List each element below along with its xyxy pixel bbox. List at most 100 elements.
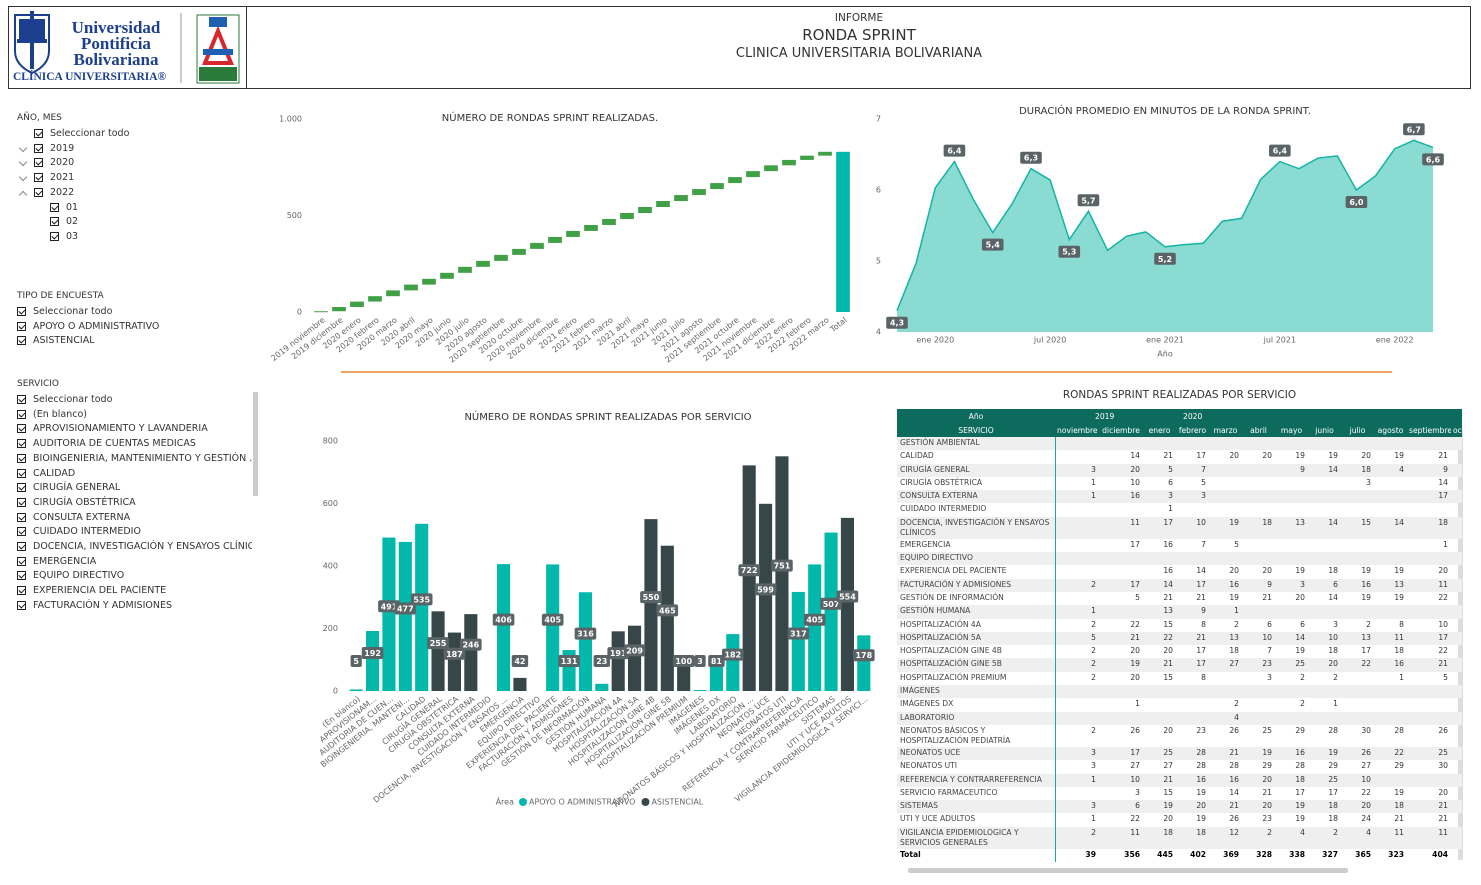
expander[interactable] bbox=[18, 143, 28, 152]
expander[interactable] bbox=[18, 190, 28, 200]
slicer-item[interactable]: ASISTENCIAL bbox=[0, 334, 252, 348]
expander[interactable] bbox=[18, 158, 28, 167]
checkbox[interactable] bbox=[17, 409, 26, 419]
slicer-item-label: CALIDAD bbox=[33, 467, 76, 479]
cell bbox=[1055, 685, 1099, 699]
cell: 26 bbox=[1130, 725, 1141, 735]
slicer-item[interactable]: 01 bbox=[0, 201, 252, 215]
slicer-item[interactable]: EQUIPO DIRECTIVO bbox=[0, 569, 252, 583]
slicer-item[interactable]: 2022 bbox=[0, 186, 252, 200]
month[interactable]: julio bbox=[1341, 423, 1375, 437]
checkbox[interactable] bbox=[17, 497, 26, 507]
checkbox[interactable] bbox=[34, 187, 43, 197]
slicer-item[interactable]: Seleccionar todo bbox=[0, 393, 252, 407]
checkbox[interactable] bbox=[17, 571, 26, 581]
checkbox[interactable] bbox=[17, 321, 26, 331]
step-bar bbox=[638, 207, 652, 213]
checkbox[interactable] bbox=[17, 586, 26, 596]
month[interactable]: octubre bbox=[1451, 423, 1462, 437]
expander[interactable] bbox=[18, 172, 28, 182]
checkbox[interactable] bbox=[17, 439, 26, 449]
checkbox[interactable] bbox=[34, 143, 43, 153]
month[interactable]: abril bbox=[1242, 423, 1276, 437]
slicer-item[interactable]: CIRUGÍA OBSTÉTRICA bbox=[0, 496, 252, 510]
month[interactable]: noviembre bbox=[1055, 423, 1099, 437]
cell: 2 bbox=[1300, 672, 1306, 682]
slicer-item[interactable]: APROVISIONAMIENTO Y LAVANDERIA bbox=[0, 422, 252, 436]
slicer-item[interactable]: 03 bbox=[0, 230, 252, 244]
chart-title: DURACIÓN PROMEDIO EN MINUTOS DE LA RONDA… bbox=[1019, 104, 1311, 117]
checkbox[interactable] bbox=[34, 173, 43, 183]
checkbox[interactable] bbox=[17, 336, 26, 346]
data-label-bg bbox=[1345, 196, 1368, 208]
checkbox[interactable] bbox=[17, 307, 26, 316]
checkbox[interactable] bbox=[17, 600, 26, 610]
y-tick-label: 0 bbox=[333, 687, 338, 696]
month[interactable]: junio bbox=[1308, 423, 1342, 437]
header: Universidad Pontificia Bolivariana CLÍNI… bbox=[8, 6, 1471, 89]
checkbox[interactable] bbox=[17, 483, 26, 493]
month[interactable]: diciembre bbox=[1099, 423, 1144, 437]
slicer-item[interactable]: BIOINGENIERIA, MANTENIMIENTO Y GESTIÓN .… bbox=[0, 452, 252, 466]
checkbox[interactable] bbox=[17, 556, 26, 566]
slicer-item-label: 2020 bbox=[50, 157, 75, 169]
slicer-item[interactable]: CALIDAD bbox=[0, 467, 252, 481]
checkbox[interactable] bbox=[17, 542, 26, 551]
cell: 18 bbox=[1176, 826, 1210, 849]
slicer-item[interactable]: CONSULTA EXTERNA bbox=[0, 511, 252, 525]
bar bbox=[497, 564, 511, 691]
checkbox[interactable] bbox=[34, 129, 43, 138]
cell: 26 bbox=[1229, 725, 1240, 735]
cell: 20 bbox=[1361, 451, 1372, 461]
month[interactable]: marzo bbox=[1209, 423, 1243, 437]
slicer-item[interactable]: EMERGENCIA bbox=[0, 555, 252, 569]
cell: 25 bbox=[1275, 658, 1309, 672]
cell: 22 bbox=[1361, 787, 1372, 797]
slicer-item[interactable]: CIRUGÍA GENERAL bbox=[0, 481, 252, 495]
cell: 17 bbox=[1176, 578, 1210, 592]
month[interactable]: septiembre bbox=[1407, 423, 1452, 437]
checkbox[interactable] bbox=[34, 158, 43, 168]
slicer-item-label: Seleccionar todo bbox=[33, 306, 113, 317]
checkbox[interactable] bbox=[50, 202, 59, 212]
bar bbox=[759, 503, 773, 691]
service-header[interactable]: SERVICIO bbox=[897, 423, 1055, 437]
bar bbox=[857, 635, 871, 691]
month[interactable]: mayo bbox=[1275, 423, 1309, 437]
slicer-item[interactable]: 02 bbox=[0, 215, 252, 229]
slicer-item[interactable]: Seleccionar todo bbox=[0, 305, 252, 319]
slicer-item[interactable]: CUIDADO INTERMEDIO bbox=[0, 525, 252, 539]
slicer-item[interactable]: AUDITORIA DE CUENTAS MEDICAS bbox=[0, 437, 252, 451]
service: NEONATOS BÁSICOS Y HOSPITALIZACIÓN PEDIA… bbox=[897, 724, 1056, 747]
slicer-item[interactable]: 2020 bbox=[0, 156, 252, 170]
slicer-item[interactable]: (En blanco) bbox=[0, 408, 252, 422]
checkbox[interactable] bbox=[17, 395, 26, 404]
slicer-item[interactable]: FACTURACIÓN Y ADMISIONES bbox=[0, 599, 252, 613]
cell: 16 bbox=[1163, 566, 1174, 576]
month[interactable]: agosto bbox=[1374, 423, 1408, 437]
checkbox[interactable] bbox=[50, 217, 59, 227]
cell: 26 bbox=[1341, 746, 1375, 761]
slicer-item[interactable]: Seleccionar todo bbox=[0, 127, 252, 141]
data-label-group: 6,0 bbox=[1345, 196, 1368, 208]
bar bbox=[840, 517, 854, 691]
year: 2020 bbox=[1143, 409, 1462, 423]
cell: 30 bbox=[1361, 725, 1372, 735]
month[interactable]: febrero bbox=[1176, 423, 1210, 437]
checkbox[interactable] bbox=[17, 512, 26, 522]
checkbox[interactable] bbox=[17, 527, 26, 537]
slicer-item[interactable]: 2019 bbox=[0, 142, 252, 156]
slicer-item[interactable]: APOYO O ADMINISTRATIVO bbox=[0, 320, 252, 334]
cell: 1 bbox=[1055, 773, 1099, 787]
cell bbox=[1242, 503, 1275, 516]
bar bbox=[349, 689, 363, 691]
data-label-group: 317 bbox=[787, 627, 810, 640]
slicer-item[interactable]: EXPERIENCIA DEL PACIENTE bbox=[0, 584, 252, 598]
checkbox[interactable] bbox=[17, 453, 26, 463]
slicer-item[interactable]: DOCENCIA, INVESTIGACIÓN Y ENSAYOS CLÍNIC… bbox=[0, 540, 252, 554]
checkbox[interactable] bbox=[50, 231, 59, 241]
month[interactable]: enero bbox=[1143, 423, 1177, 437]
slicer-item[interactable]: 2021 bbox=[0, 171, 252, 185]
checkbox[interactable] bbox=[17, 424, 26, 434]
checkbox[interactable] bbox=[17, 468, 26, 478]
